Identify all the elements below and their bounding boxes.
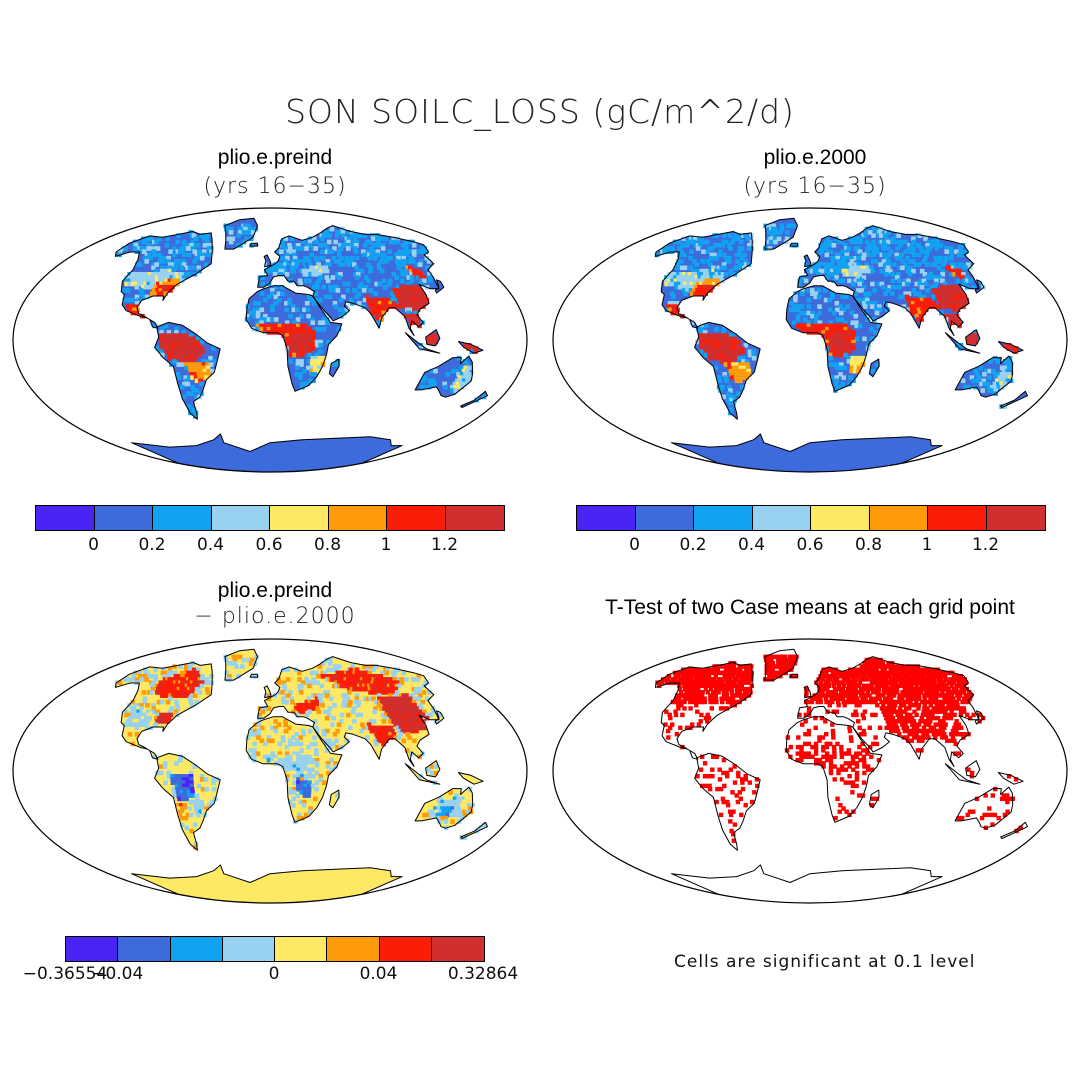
colorbar-tick-label: 0 (88, 535, 99, 555)
colorbar-tick-label: 0.8 (313, 535, 342, 555)
land-australia (955, 787, 1013, 829)
colorbar-swatch (928, 506, 987, 530)
panel-subtitle-preind: (yrs 16−35) (203, 174, 347, 199)
land-newzealand (1000, 822, 1028, 839)
colorbar-tick-label: 1 (921, 535, 933, 555)
colorbar-swatch (270, 506, 329, 530)
colorbar-swatch (170, 937, 223, 961)
colorbar-tick-label: 0.4 (196, 535, 225, 555)
map-diff (12, 638, 528, 904)
colorbar-swatch (36, 506, 95, 530)
figure-title: SON SOILC_LOSS (gC/m^2/d) (285, 92, 795, 131)
colorbar-tick-label: 0.6 (255, 535, 283, 555)
map-border (552, 207, 1068, 473)
map-border (552, 638, 1068, 904)
land-newzealand (460, 391, 488, 408)
land-antarctica (131, 433, 403, 472)
colorbar-swatch (431, 937, 484, 961)
colorbar-tick-label: 0.2 (679, 535, 707, 555)
land-antarctica (131, 864, 403, 903)
colorbar-swatch (694, 506, 753, 530)
land-japan (435, 279, 444, 294)
land-eurasia (257, 225, 440, 336)
colorbar-swatch (328, 506, 387, 530)
colorbar-swatch (379, 937, 432, 961)
colorbar-swatch (94, 506, 153, 530)
colorbar-swatch (387, 506, 446, 530)
land-antarctica (671, 864, 943, 903)
colorbar-tick-label: 0 (629, 535, 640, 555)
colorbar-swatch (445, 506, 504, 530)
colorbar-tick-label: 0.04 (359, 964, 398, 984)
colorbar-swatch (153, 506, 212, 530)
colorbar-tick-label: 1 (380, 535, 392, 555)
colorbar-swatch (222, 937, 275, 961)
colorbar-swatch (752, 506, 811, 530)
colorbar-swatch (811, 506, 870, 530)
colorbar-swatch (327, 937, 380, 961)
panel-title-diff: plio.e.preind (217, 579, 333, 602)
significance-note: Cells are significant at 0.1 level (674, 952, 976, 972)
colorbar-diff (65, 936, 485, 962)
colorbar-swatch (211, 506, 270, 530)
map-border (12, 207, 528, 473)
colorbar-swatch (577, 506, 636, 530)
land-borneo (965, 760, 980, 777)
colorbar-tick-label: 1.2 (971, 535, 1000, 555)
colorbar-tick-label: 0 (268, 964, 280, 984)
colorbar-tick-label: 0.6 (796, 535, 824, 555)
colorbar-preind (35, 505, 505, 531)
colorbar-tick-label: −0.04 (91, 964, 144, 984)
map-preind (12, 207, 528, 473)
colorbar-p2000 (576, 505, 1046, 531)
panel-title-preind: plio.e.preind (217, 146, 333, 169)
colorbar-tick-label: 0.8 (854, 535, 883, 555)
panel-subtitle-diff: − plio.e.2000 (194, 604, 356, 629)
colorbar-tick-label: 0.4 (737, 535, 766, 555)
colorbar-swatch (986, 506, 1045, 530)
map-border (12, 638, 528, 904)
colorbar-swatch (275, 937, 328, 961)
colorbar-swatch (118, 937, 171, 961)
colorbar-swatch (66, 937, 119, 961)
colorbar-swatch (869, 506, 928, 530)
land-antarctica (671, 433, 943, 472)
colorbar-swatch (635, 506, 694, 530)
panel-subtitle-p2000: (yrs 16−35) (743, 174, 887, 199)
land-japan (975, 279, 984, 294)
colorbar-tick-label: −0.36554 (22, 964, 108, 984)
map-p2000 (552, 207, 1068, 473)
map-ttest (552, 638, 1068, 904)
panel-title-ttest: T-Test of two Case means at each grid po… (605, 596, 1015, 619)
land-newguinea (458, 772, 484, 785)
colorbar-tick-label: 0.2 (138, 535, 166, 555)
colorbar-tick-label: 1.2 (430, 535, 459, 555)
colorbar-tick-label: 0.32864 (447, 964, 519, 984)
panel-title-p2000: plio.e.2000 (763, 146, 867, 169)
